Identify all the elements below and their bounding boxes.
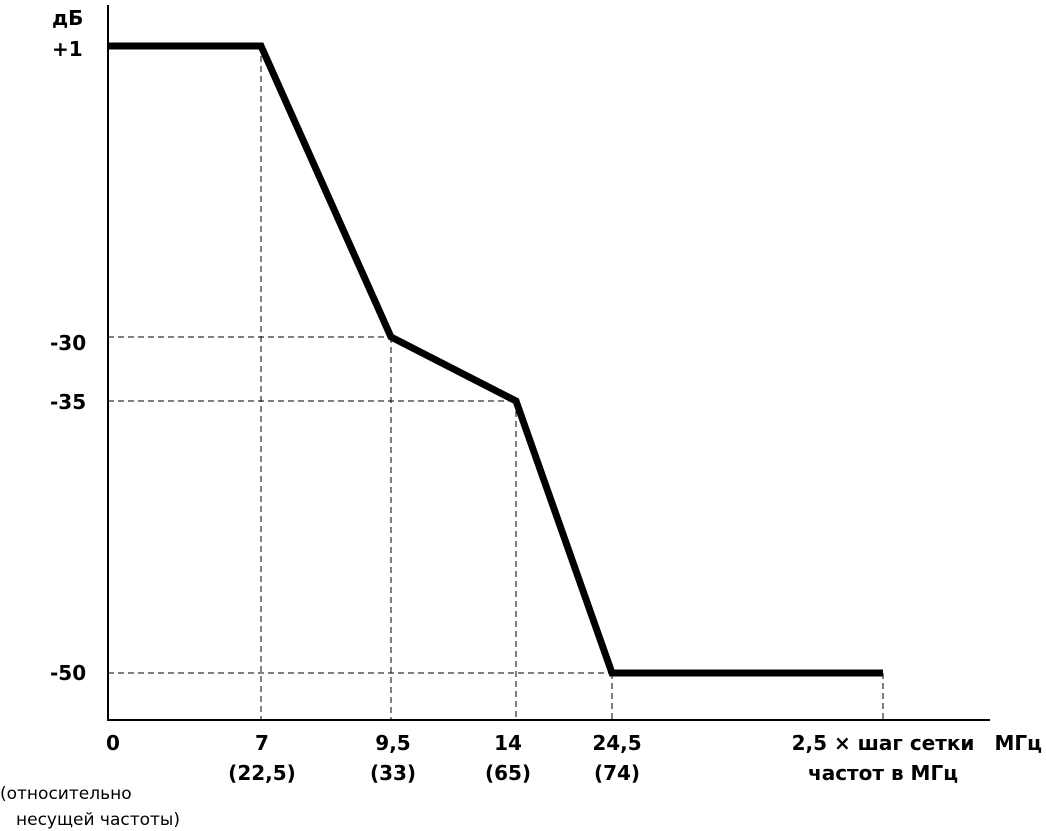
guide-lines — [108, 46, 884, 720]
origin-note-line1: (относительно — [0, 784, 132, 804]
x-tick-label-0: 0 — [106, 731, 120, 755]
x-tick-sub-24-5: (74) — [594, 761, 640, 785]
x-unit-label: МГц — [995, 731, 1042, 755]
mask-series-line — [108, 42, 883, 677]
x-tick-label-24-5: 24,5 — [592, 731, 641, 755]
origin-note-line2: несущей частоты) — [16, 810, 180, 830]
y-tick-label-minus50: -50 — [50, 661, 86, 685]
x-tick-label-grid-step: 2,5 × шаг сетки — [792, 731, 975, 755]
x-tick-label-14: 14 — [494, 731, 522, 755]
x-tick-sub-7: (22,5) — [228, 761, 296, 785]
y-tick-label-plus1: +1 — [52, 37, 83, 61]
y-tick-label-minus30: -30 — [50, 331, 86, 355]
x-tick-label-9-5: 9,5 — [375, 731, 410, 755]
y-unit-label: дБ — [52, 6, 83, 30]
x-tick-sub-9-5: (33) — [370, 761, 416, 785]
x-tick-sub-grid-step: частот в МГц — [808, 761, 958, 785]
y-tick-label-minus35: -35 — [50, 390, 86, 414]
x-tick-label-7: 7 — [255, 731, 269, 755]
x-tick-sub-14: (65) — [485, 761, 531, 785]
